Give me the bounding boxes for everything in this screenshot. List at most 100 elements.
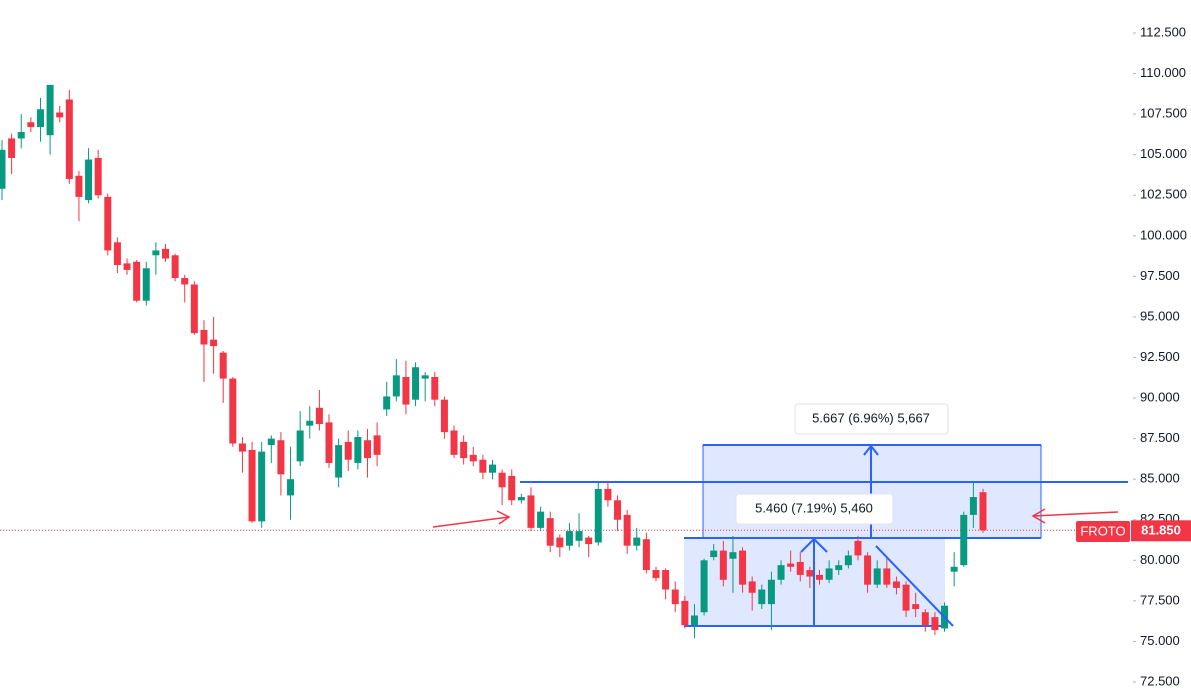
arrow-head <box>496 510 511 525</box>
y-tick-label: 80.000 <box>1140 552 1180 567</box>
candle-body <box>806 570 814 577</box>
y-tick-label: 87.500 <box>1140 430 1180 445</box>
candle-body <box>719 550 727 580</box>
candle-body <box>604 488 612 501</box>
candle-body <box>767 579 775 605</box>
candle-body <box>729 552 737 559</box>
candle-body <box>363 440 371 459</box>
candle-body <box>652 570 660 579</box>
y-tick-label: 100.000 <box>1140 227 1187 242</box>
candle-body <box>133 261 141 301</box>
pointer-arrow <box>432 516 510 528</box>
candle-body <box>344 441 352 460</box>
last-price-badge <box>1131 520 1191 542</box>
candle-body <box>440 399 448 433</box>
candle-body <box>642 539 650 571</box>
candle-body <box>267 438 275 446</box>
label-box <box>794 403 949 435</box>
y-tick-label: 75.000 <box>1140 633 1180 648</box>
candle-body <box>690 615 698 626</box>
candle-body <box>594 488 602 543</box>
arrow-head <box>800 537 828 553</box>
y-tick-label: 72.500 <box>1140 673 1180 688</box>
candle-body <box>229 378 237 444</box>
candle-body <box>277 440 285 475</box>
candle-body <box>931 617 939 631</box>
candle-body <box>489 464 496 473</box>
candle-body <box>969 497 977 515</box>
candle-body <box>787 563 795 567</box>
candle-body <box>335 445 343 478</box>
candle-body <box>537 511 545 528</box>
candle-body <box>575 531 583 541</box>
candle-body <box>181 277 189 285</box>
y-tick-label: 105.000 <box>1140 146 1187 161</box>
candle-body <box>662 570 670 590</box>
candle-body <box>354 437 362 463</box>
candle-body <box>152 250 160 256</box>
candle-body <box>17 131 25 139</box>
candle-body <box>27 122 35 128</box>
candle-body <box>854 540 862 556</box>
candle-body <box>142 268 150 301</box>
candle-body <box>864 555 872 585</box>
candle-body <box>902 584 910 611</box>
candle-body <box>816 574 823 580</box>
candle-body <box>844 555 852 566</box>
candle-body <box>873 568 881 585</box>
candle-body <box>565 531 573 546</box>
candle-body <box>739 550 747 585</box>
candle-body <box>614 500 622 520</box>
candle-body <box>527 495 535 528</box>
y-tick-label: 112.500 <box>1140 24 1186 39</box>
trend-line <box>875 545 954 627</box>
candle-body <box>238 443 246 452</box>
candle-body <box>546 518 554 546</box>
y-tick-label: 110.000 <box>1140 65 1186 80</box>
symbol-badge <box>1076 521 1130 542</box>
candle-body <box>162 248 169 259</box>
symbol-label: FROTO <box>1080 523 1125 538</box>
candle-body <box>8 138 16 158</box>
candle-body <box>85 159 93 201</box>
candle-body <box>979 492 987 531</box>
candle-body <box>123 263 131 270</box>
measure-label: 5.667 (6.96%) 5,667 <box>812 410 930 425</box>
candle-body <box>835 565 843 571</box>
candle-body <box>498 472 506 488</box>
arrow-head <box>863 444 879 456</box>
candle-body <box>450 430 458 455</box>
candle-body <box>258 451 266 522</box>
candle-body <box>710 550 718 558</box>
candle-body <box>892 581 900 588</box>
y-tick-label: 85.000 <box>1140 471 1180 486</box>
candle-body <box>960 514 968 566</box>
candle-body <box>200 329 208 345</box>
candle-body <box>306 420 314 426</box>
candle-body <box>633 537 641 546</box>
candle-body <box>681 600 689 626</box>
candle-body <box>585 537 593 545</box>
y-tick-label: 92.500 <box>1140 349 1180 364</box>
candle-body <box>248 449 256 522</box>
candle-body <box>56 112 64 118</box>
candle-body <box>758 589 766 605</box>
candle-body <box>623 514 631 546</box>
candle-body <box>383 396 391 410</box>
candle-body <box>883 568 891 585</box>
candle-body <box>921 612 929 626</box>
candle-body <box>94 157 102 196</box>
candle-body <box>950 566 958 572</box>
candle-body <box>104 196 112 251</box>
candle-body <box>113 242 121 266</box>
candle-body <box>421 375 429 379</box>
candle-body <box>65 99 73 180</box>
candle-body <box>373 435 381 455</box>
y-tick-label: 107.500 <box>1140 106 1187 121</box>
candle-body <box>287 479 295 496</box>
candle-body <box>296 430 304 462</box>
candle-body <box>46 84 54 136</box>
candle-body <box>219 352 227 379</box>
candle-body <box>325 422 333 463</box>
